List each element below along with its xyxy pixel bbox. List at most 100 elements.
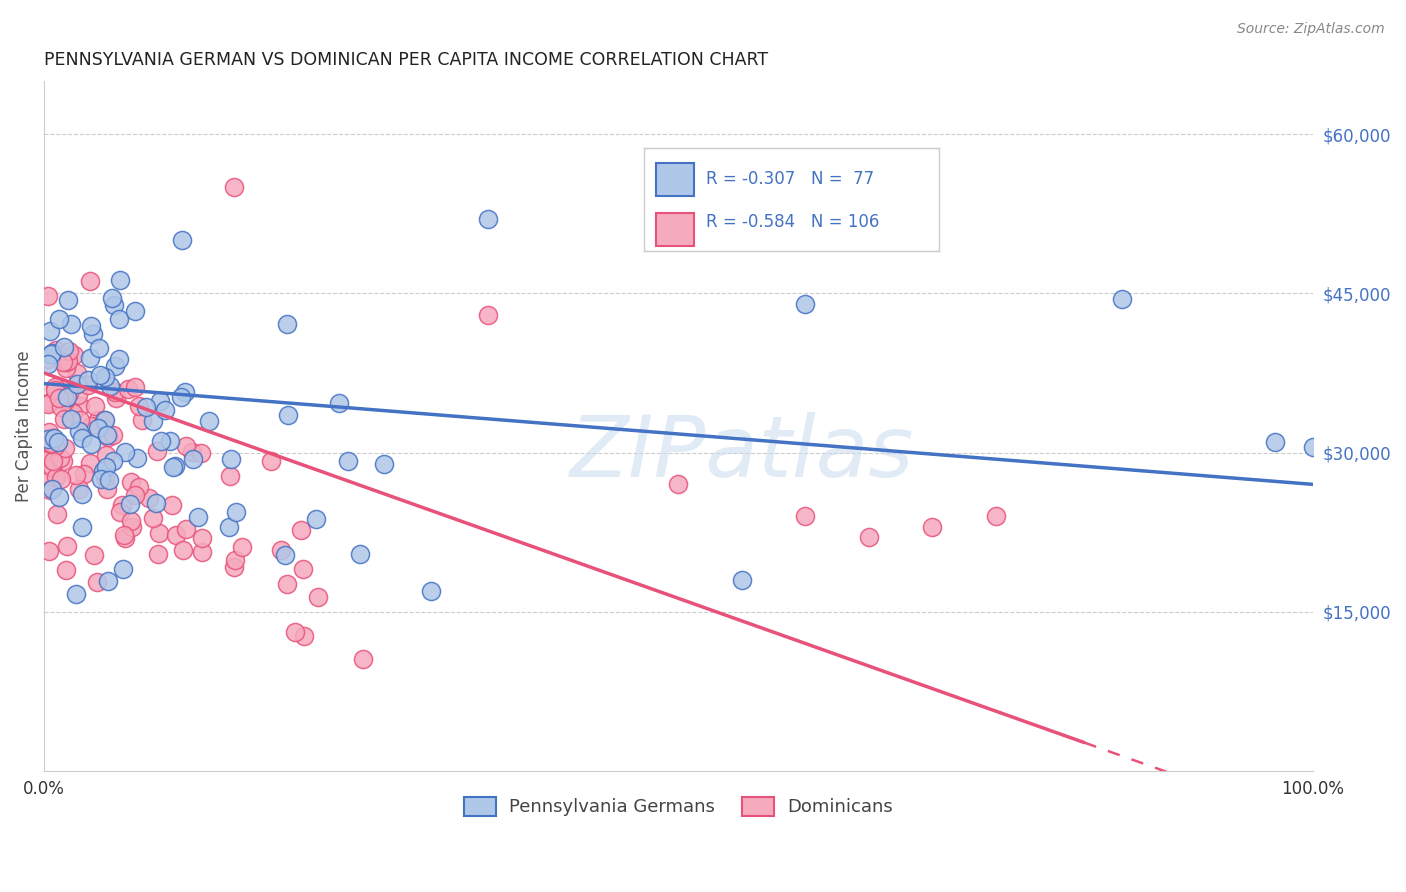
Point	[276, 317, 298, 331]
Point	[149, 434, 172, 448]
Point	[52, 355, 75, 369]
Point	[70, 486, 93, 500]
Point	[94, 370, 117, 384]
Point	[73, 467, 96, 481]
Point	[159, 434, 181, 448]
Point	[191, 531, 214, 545]
Point	[55, 355, 77, 369]
Point	[39, 435, 62, 450]
Point	[162, 459, 184, 474]
Point	[38, 324, 60, 338]
Point	[172, 543, 194, 558]
Point	[96, 427, 118, 442]
Point	[69, 413, 91, 427]
Point	[270, 543, 292, 558]
Point	[49, 472, 72, 486]
Point	[45, 507, 67, 521]
Point	[48, 490, 70, 504]
Point	[67, 482, 90, 496]
Point	[108, 312, 131, 326]
Point	[218, 520, 240, 534]
Point	[37, 352, 59, 367]
Point	[39, 437, 62, 451]
Point	[260, 454, 283, 468]
Point	[79, 274, 101, 288]
Point	[127, 451, 149, 466]
Point	[37, 475, 59, 489]
Point	[66, 377, 89, 392]
Point	[121, 520, 143, 534]
Text: PENNSYLVANIA GERMAN VS DOMINICAN PER CAPITA INCOME CORRELATION CHART: PENNSYLVANIA GERMAN VS DOMINICAN PER CAP…	[44, 51, 768, 69]
Point	[145, 496, 167, 510]
Point	[86, 574, 108, 589]
Point	[37, 289, 59, 303]
Point	[60, 402, 83, 417]
Point	[87, 421, 110, 435]
Point	[190, 446, 212, 460]
Point	[225, 505, 247, 519]
Point	[37, 451, 59, 466]
Point	[181, 444, 204, 458]
Point	[65, 468, 87, 483]
Point	[352, 652, 374, 666]
Point	[174, 385, 197, 400]
Point	[44, 380, 66, 394]
Point	[44, 383, 66, 397]
Point	[56, 353, 79, 368]
Point	[52, 389, 75, 403]
Point	[160, 498, 183, 512]
Point	[231, 540, 253, 554]
Point	[55, 393, 77, 408]
Point	[124, 304, 146, 318]
Point	[153, 403, 176, 417]
Point	[97, 574, 120, 589]
Point	[114, 445, 136, 459]
Point	[55, 360, 77, 375]
Point	[53, 340, 76, 354]
Point	[135, 400, 157, 414]
Point	[101, 427, 124, 442]
Point	[53, 392, 76, 406]
Point	[69, 399, 91, 413]
Point	[80, 319, 103, 334]
Point	[128, 480, 150, 494]
Point	[39, 347, 62, 361]
Point	[181, 452, 204, 467]
Point	[96, 459, 118, 474]
Point	[58, 385, 80, 400]
Point	[104, 384, 127, 399]
Point	[100, 291, 122, 305]
Point	[38, 425, 60, 439]
Point	[98, 473, 121, 487]
Point	[1302, 440, 1324, 454]
Point	[111, 498, 134, 512]
Point	[45, 343, 67, 357]
Point	[84, 399, 107, 413]
Point	[104, 391, 127, 405]
Point	[44, 439, 66, 453]
Point	[284, 624, 307, 639]
Point	[65, 366, 87, 380]
Point	[108, 273, 131, 287]
Point	[51, 400, 73, 414]
Point	[148, 393, 170, 408]
Point	[112, 528, 135, 542]
Point	[120, 475, 142, 490]
Point	[291, 561, 314, 575]
Point	[120, 514, 142, 528]
Point	[277, 408, 299, 422]
Point	[104, 359, 127, 373]
Point	[666, 477, 689, 491]
Point	[45, 470, 67, 484]
Point	[60, 412, 83, 426]
Point	[48, 435, 70, 450]
Point	[120, 497, 142, 511]
Point	[477, 308, 499, 322]
Point	[276, 577, 298, 591]
Point	[190, 545, 212, 559]
Text: R = -0.307   N =  77: R = -0.307 N = 77	[706, 170, 875, 188]
Point	[89, 472, 111, 486]
Point	[373, 457, 395, 471]
Point	[198, 414, 221, 428]
Point	[58, 344, 80, 359]
